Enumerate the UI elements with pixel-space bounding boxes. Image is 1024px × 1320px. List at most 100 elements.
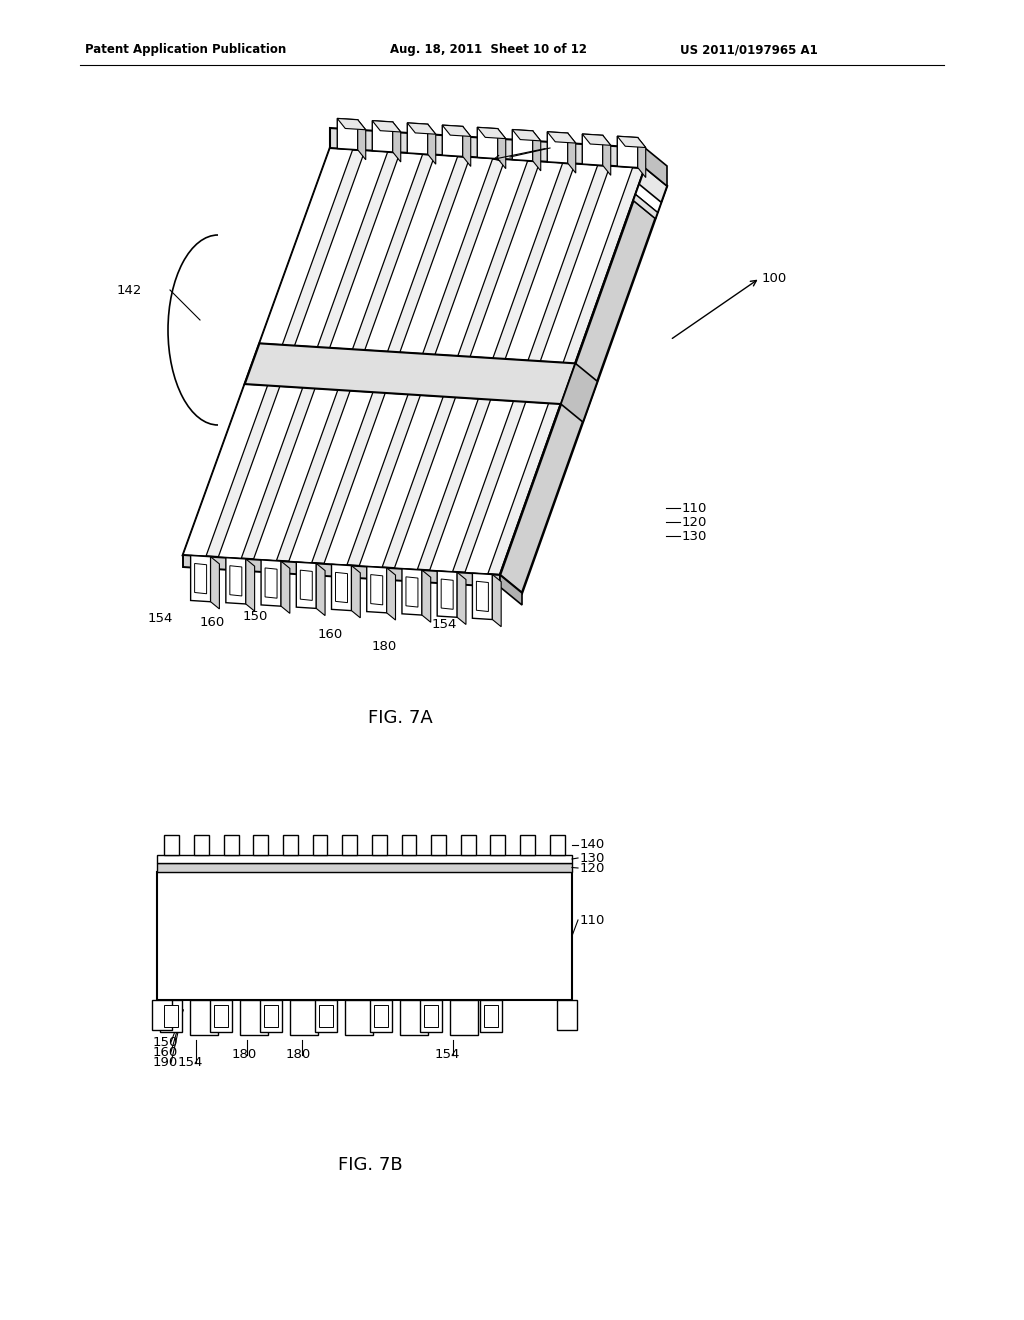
Polygon shape	[240, 1001, 268, 1035]
Text: 190: 190	[153, 1056, 178, 1069]
Text: 120: 120	[682, 516, 708, 528]
Polygon shape	[484, 1005, 498, 1027]
Polygon shape	[512, 129, 541, 141]
Polygon shape	[498, 128, 506, 169]
Text: 130: 130	[682, 529, 708, 543]
Polygon shape	[402, 569, 422, 615]
Polygon shape	[472, 573, 493, 619]
Polygon shape	[636, 168, 667, 213]
Polygon shape	[393, 121, 400, 162]
Polygon shape	[324, 393, 409, 565]
Polygon shape	[373, 120, 400, 132]
Polygon shape	[254, 388, 338, 561]
Text: 160: 160	[153, 1045, 178, 1059]
Polygon shape	[639, 168, 667, 202]
Polygon shape	[493, 574, 501, 627]
Text: 180: 180	[372, 640, 397, 653]
Polygon shape	[442, 125, 463, 157]
Text: 140: 140	[553, 141, 579, 154]
Polygon shape	[512, 129, 532, 161]
Polygon shape	[183, 384, 267, 557]
Polygon shape	[330, 128, 645, 168]
Polygon shape	[245, 343, 575, 404]
Polygon shape	[195, 836, 209, 855]
Polygon shape	[259, 148, 352, 345]
Polygon shape	[374, 1005, 388, 1027]
Polygon shape	[550, 836, 564, 855]
Polygon shape	[470, 161, 563, 358]
Polygon shape	[463, 127, 471, 166]
Polygon shape	[634, 194, 657, 219]
Polygon shape	[541, 166, 633, 363]
Polygon shape	[490, 836, 505, 855]
Polygon shape	[152, 1001, 172, 1030]
Text: 120: 120	[580, 862, 605, 874]
Polygon shape	[422, 570, 431, 622]
Polygon shape	[336, 573, 347, 603]
Polygon shape	[408, 123, 436, 135]
Polygon shape	[190, 1001, 218, 1035]
Text: FIG. 7B: FIG. 7B	[338, 1156, 402, 1173]
Polygon shape	[183, 148, 645, 576]
Polygon shape	[183, 554, 500, 587]
Polygon shape	[477, 127, 506, 139]
Polygon shape	[300, 570, 312, 601]
Polygon shape	[253, 836, 268, 855]
Polygon shape	[315, 1001, 337, 1032]
Text: 180: 180	[232, 1048, 257, 1061]
Polygon shape	[370, 1001, 392, 1032]
Polygon shape	[424, 1005, 438, 1027]
Polygon shape	[261, 560, 281, 606]
Polygon shape	[290, 1001, 318, 1035]
Polygon shape	[229, 566, 242, 595]
Polygon shape	[532, 131, 541, 170]
Polygon shape	[372, 836, 387, 855]
Polygon shape	[211, 557, 219, 609]
Polygon shape	[246, 558, 255, 611]
Polygon shape	[337, 119, 357, 149]
Polygon shape	[264, 1005, 278, 1027]
Polygon shape	[218, 387, 303, 558]
Text: 130: 130	[580, 851, 605, 865]
Polygon shape	[561, 363, 597, 422]
Polygon shape	[281, 561, 290, 614]
Polygon shape	[337, 119, 366, 129]
Polygon shape	[357, 120, 366, 160]
Polygon shape	[603, 136, 610, 176]
Polygon shape	[367, 566, 387, 612]
Polygon shape	[450, 1001, 478, 1035]
Polygon shape	[260, 1001, 282, 1032]
Polygon shape	[214, 1005, 228, 1027]
Polygon shape	[319, 1005, 333, 1027]
Polygon shape	[457, 573, 466, 624]
Polygon shape	[408, 123, 428, 154]
Polygon shape	[500, 168, 667, 593]
Text: 150: 150	[153, 1035, 178, 1048]
Polygon shape	[157, 873, 572, 1001]
Polygon shape	[431, 836, 446, 855]
Polygon shape	[638, 137, 646, 177]
Polygon shape	[351, 566, 360, 618]
Polygon shape	[165, 836, 179, 855]
Text: US 2011/0197965 A1: US 2011/0197965 A1	[680, 44, 818, 57]
Polygon shape	[465, 401, 549, 574]
Text: 100: 100	[762, 272, 787, 285]
Polygon shape	[157, 863, 572, 873]
Polygon shape	[401, 836, 417, 855]
Polygon shape	[429, 400, 513, 572]
Polygon shape	[210, 1001, 232, 1032]
Text: 110: 110	[682, 502, 708, 515]
Text: Patent Application Publication: Patent Application Publication	[85, 44, 287, 57]
Polygon shape	[296, 562, 316, 609]
Polygon shape	[157, 855, 572, 863]
Polygon shape	[520, 836, 535, 855]
Text: 140: 140	[580, 838, 605, 851]
Polygon shape	[617, 136, 646, 148]
Polygon shape	[332, 565, 351, 611]
Polygon shape	[420, 1001, 442, 1032]
Polygon shape	[547, 132, 575, 143]
Text: 154: 154	[435, 1048, 461, 1061]
Polygon shape	[583, 135, 603, 165]
Polygon shape	[399, 157, 493, 354]
Polygon shape	[557, 1001, 577, 1030]
